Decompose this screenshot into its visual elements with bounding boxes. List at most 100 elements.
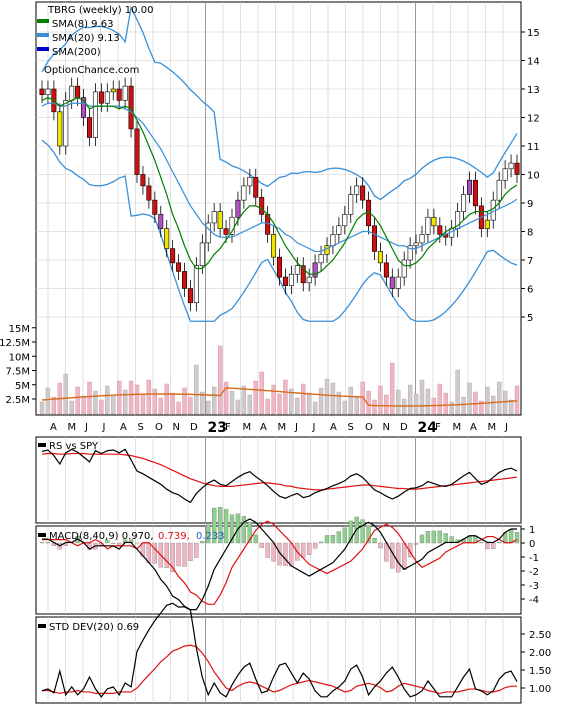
macd-tick-label: 0 — [529, 539, 535, 550]
macd-hist-bar — [242, 516, 246, 543]
volume-bar — [295, 398, 299, 414]
candle-body — [99, 92, 103, 103]
month-label: M — [453, 422, 462, 433]
candle-body — [271, 234, 275, 257]
month-label: S — [348, 422, 354, 433]
month-label: F — [435, 422, 441, 433]
macd-hist-bar — [313, 543, 317, 548]
candle-body — [242, 186, 246, 200]
month-label: D — [400, 422, 408, 433]
month-label: M — [243, 422, 252, 433]
macd-hist-bar — [153, 543, 157, 563]
chart-title: TBRG (weekly) 10.00 — [47, 5, 153, 16]
volume-bar — [105, 386, 109, 414]
volume-bar — [248, 395, 252, 414]
macd-hist-bar — [194, 543, 198, 558]
candle-body — [259, 197, 263, 214]
volume-bar — [420, 380, 424, 414]
sma20-legend: SMA(20) 9.13 — [52, 33, 120, 44]
volume-bar — [147, 380, 151, 414]
candle-body — [188, 289, 192, 303]
volume-bar — [64, 374, 68, 414]
volume-bar — [141, 394, 145, 414]
macd-hist-bar — [147, 543, 151, 563]
month-label: M — [68, 422, 77, 433]
sma8-swatch — [37, 19, 49, 23]
macd-hist-bar — [260, 543, 264, 548]
macd-hist-bar — [337, 532, 341, 543]
macd-hist-bar — [283, 543, 287, 566]
sma20-swatch — [37, 33, 49, 37]
candle-body — [343, 214, 347, 225]
macd-tick-label: -3 — [529, 581, 539, 592]
candle-body — [420, 234, 424, 243]
candle-body — [93, 92, 97, 138]
volume-bar — [426, 389, 430, 414]
volume-bar — [438, 384, 442, 414]
candle-body — [295, 266, 299, 275]
volume-bar — [355, 396, 359, 414]
volume-bar — [165, 384, 169, 414]
volume-bar — [111, 395, 115, 414]
candle-body — [503, 169, 507, 180]
rs-label: RS vs SPY — [49, 441, 99, 452]
volume-bar — [509, 400, 513, 414]
candle-body — [509, 163, 513, 169]
macd-tick-label: 1 — [529, 525, 535, 536]
month-label: J — [84, 422, 88, 433]
month-label: N — [173, 422, 180, 433]
rs-legend-swatch — [38, 443, 46, 447]
price-tick-label: 9 — [527, 199, 533, 210]
month-label: J — [312, 422, 316, 433]
volume-bar — [497, 382, 501, 414]
volume-bar — [349, 387, 353, 414]
month-label: O — [365, 422, 373, 433]
macd-hist-bar — [188, 543, 192, 561]
candle-body — [117, 89, 121, 100]
volume-bar — [194, 365, 198, 414]
price-tick-label: 13 — [527, 85, 540, 96]
month-label: O — [155, 422, 163, 433]
month-label: M — [488, 422, 497, 433]
volume-bar — [153, 389, 157, 414]
price-panel-frame — [36, 2, 521, 415]
macd-hist-bar — [307, 543, 311, 555]
candle-body — [485, 220, 489, 229]
candle-body — [248, 177, 252, 186]
month-label: A — [50, 422, 57, 433]
volume-bar — [307, 393, 311, 414]
month-label: A — [470, 422, 477, 433]
candle-body — [473, 180, 477, 206]
price-tick-label: 6 — [527, 285, 533, 296]
volume-bar — [313, 402, 317, 414]
volume-bar — [236, 400, 240, 414]
candle-body — [337, 226, 341, 235]
volume-bar — [272, 385, 276, 414]
std-tick-label: 2.50 — [529, 630, 551, 641]
candle-body — [123, 86, 127, 100]
volume-bar — [93, 391, 97, 414]
macd-hist-bar — [396, 543, 400, 572]
price-tick-label: 15 — [527, 28, 540, 39]
volume-bar — [266, 399, 270, 414]
candle-body — [147, 186, 151, 200]
candle-body — [75, 86, 79, 97]
volume-bar — [135, 385, 139, 414]
volume-bar — [76, 387, 80, 414]
macd-hist-bar — [509, 529, 513, 543]
volume-bar — [384, 395, 388, 414]
macd-hist-bar — [177, 543, 181, 566]
macd-axis: 10-1-2-3-4 — [521, 525, 539, 606]
macd-hist-bar — [426, 531, 430, 543]
volume-bar — [485, 387, 489, 414]
sma200-legend: SMA(200) — [52, 47, 101, 58]
candle-body — [141, 175, 145, 186]
candle-body — [153, 200, 157, 214]
rs-panel-frame — [36, 437, 521, 523]
candle-body — [491, 200, 495, 220]
macd-label: MACD(8,40,9) 0.970, — [49, 531, 154, 542]
macd-hist-bar — [485, 543, 489, 549]
candle-body — [164, 229, 168, 249]
month-label: A — [260, 422, 267, 433]
